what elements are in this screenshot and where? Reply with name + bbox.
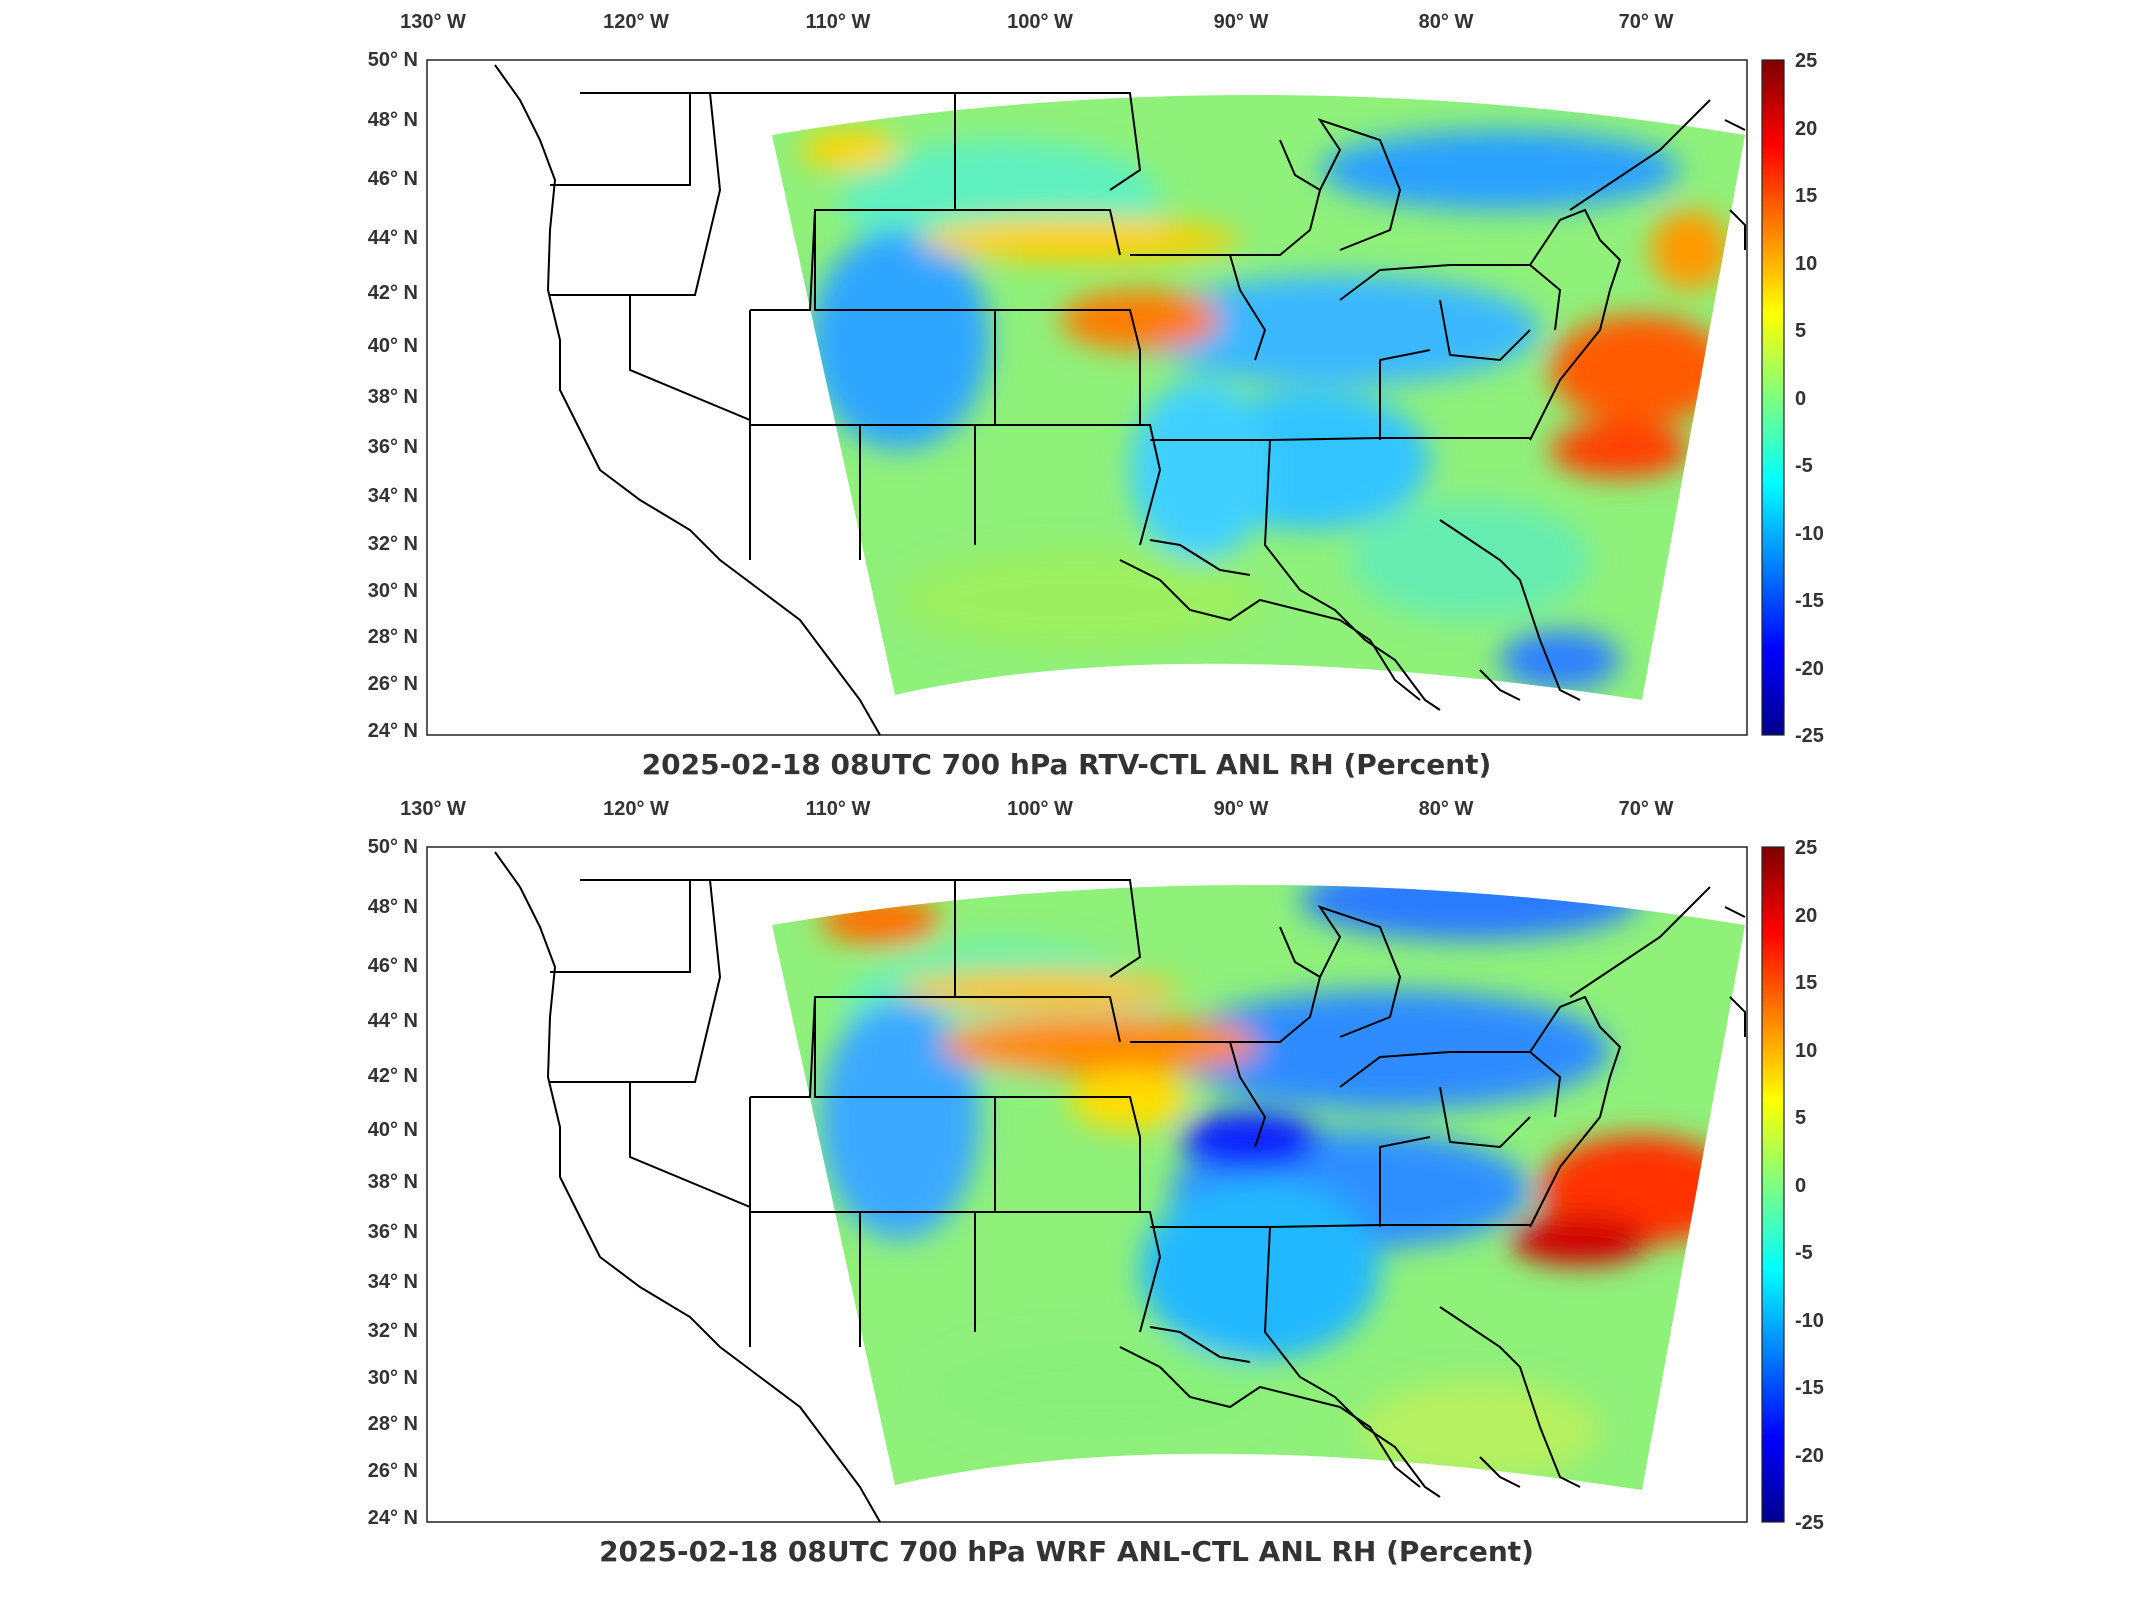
map-panel-rtv: 50° N 48° N 46° N 44° N 42° N 40° N 38° …	[0, 0, 2133, 790]
colorbar-rtv: 25 20 15 10 5 0 -5 -10 -15 -20 -25	[1761, 50, 1824, 747]
lon-label: 90° W	[1214, 798, 1269, 820]
lat-label: 50° N	[368, 49, 418, 71]
colorbar-tick: 5	[1795, 320, 1806, 342]
colorbar-wrf: 25 20 15 10 5 0 -5 -10 -15 -20 -25	[1761, 837, 1824, 1534]
lon-label: 80° W	[1419, 11, 1474, 33]
lat-label: 40° N	[368, 335, 418, 357]
colorbar-tick: -10	[1795, 1310, 1824, 1332]
colorbar-tick: -25	[1795, 725, 1824, 747]
lon-label: 110° W	[806, 798, 871, 820]
lat-label: 36° N	[368, 436, 418, 458]
lat-label: 38° N	[368, 386, 418, 408]
lon-label: 100° W	[1007, 11, 1073, 33]
lat-label: 38° N	[368, 1171, 418, 1193]
panel-title-wrf: 2025-02-18 08UTC 700 hPa WRF ANL-CTL ANL…	[599, 1535, 1534, 1568]
lat-label: 40° N	[368, 1119, 418, 1141]
lat-label: 30° N	[368, 580, 418, 602]
colorbar-tick: 25	[1795, 50, 1817, 72]
lon-label: 110° W	[806, 11, 871, 33]
lon-label: 70° W	[1619, 798, 1674, 820]
lat-label: 32° N	[368, 533, 418, 555]
colorbar-tick: 5	[1795, 1107, 1806, 1129]
lat-label: 50° N	[368, 836, 418, 858]
colorbar-tick: -15	[1795, 590, 1824, 612]
lon-axis-wrf: 130° W 120° W 110° W 100° W 90° W 80° W …	[400, 798, 1673, 820]
colorbar-tick: -5	[1795, 1242, 1813, 1264]
lat-label: 24° N	[368, 720, 418, 742]
colorbar-tick: 25	[1795, 837, 1817, 859]
lat-label: 34° N	[368, 485, 418, 507]
lon-label: 120° W	[603, 11, 669, 33]
lat-label: 26° N	[368, 1460, 418, 1482]
lat-label: 30° N	[368, 1367, 418, 1389]
lon-label: 100° W	[1007, 798, 1073, 820]
lat-label: 32° N	[368, 1320, 418, 1342]
lat-label: 42° N	[368, 1065, 418, 1087]
colorbar-tick: -10	[1795, 523, 1824, 545]
colorbar-tick: 0	[1795, 1175, 1806, 1197]
lat-label: 28° N	[368, 626, 418, 648]
colorbar-tick: 15	[1795, 972, 1817, 994]
lat-label: 48° N	[368, 109, 418, 131]
colorbar-tick: -5	[1795, 455, 1813, 477]
colorbar-tick: 15	[1795, 185, 1817, 207]
colorbar-tick: 10	[1795, 253, 1817, 275]
colorbar-tick: -25	[1795, 1512, 1824, 1534]
state-boundaries	[494, 851, 1746, 1523]
lat-label: 36° N	[368, 1221, 418, 1243]
lon-label: 70° W	[1619, 11, 1674, 33]
lat-label: 48° N	[368, 896, 418, 918]
map-figure-wrf: 50° N 48° N 46° N 44° N 42° N 40° N 38° …	[368, 798, 1824, 1534]
rh-difference-field	[772, 95, 1745, 700]
colorbar-tick: 0	[1795, 388, 1806, 410]
lon-label: 90° W	[1214, 11, 1269, 33]
lat-axis-wrf: 50° N 48° N 46° N 44° N 42° N 40° N 38° …	[368, 836, 418, 1529]
colorbar-tick: 10	[1795, 1040, 1817, 1062]
lat-label: 46° N	[368, 955, 418, 977]
lon-label: 120° W	[603, 798, 669, 820]
panel-title-rtv: 2025-02-18 08UTC 700 hPa RTV-CTL ANL RH …	[641, 748, 1492, 781]
state-boundaries	[494, 64, 1746, 736]
rh-difference-field	[772, 885, 1745, 1490]
lat-label: 44° N	[368, 227, 418, 249]
map-figure-rtv: 50° N 48° N 46° N 44° N 42° N 40° N 38° …	[368, 11, 1824, 747]
colorbar-tick: -15	[1795, 1377, 1824, 1399]
lat-label: 42° N	[368, 282, 418, 304]
lon-label: 130° W	[400, 11, 466, 33]
map-panel-wrf: 50° N 48° N 46° N 44° N 42° N 40° N 38° …	[0, 790, 2133, 1600]
lat-label: 24° N	[368, 1507, 418, 1529]
lon-axis-rtv: 130° W 120° W 110° W 100° W 90° W 80° W …	[400, 11, 1673, 33]
lat-label: 44° N	[368, 1010, 418, 1032]
lat-label: 26° N	[368, 673, 418, 695]
colorbar-tick: 20	[1795, 905, 1817, 927]
lon-label: 80° W	[1419, 798, 1474, 820]
lat-axis-rtv: 50° N 48° N 46° N 44° N 42° N 40° N 38° …	[368, 49, 418, 742]
colorbar-tick: -20	[1795, 1445, 1824, 1467]
lat-label: 28° N	[368, 1413, 418, 1435]
lon-label: 130° W	[400, 798, 466, 820]
colorbar-tick: 20	[1795, 118, 1817, 140]
lat-label: 46° N	[368, 168, 418, 190]
lat-label: 34° N	[368, 1271, 418, 1293]
colorbar-tick: -20	[1795, 658, 1824, 680]
